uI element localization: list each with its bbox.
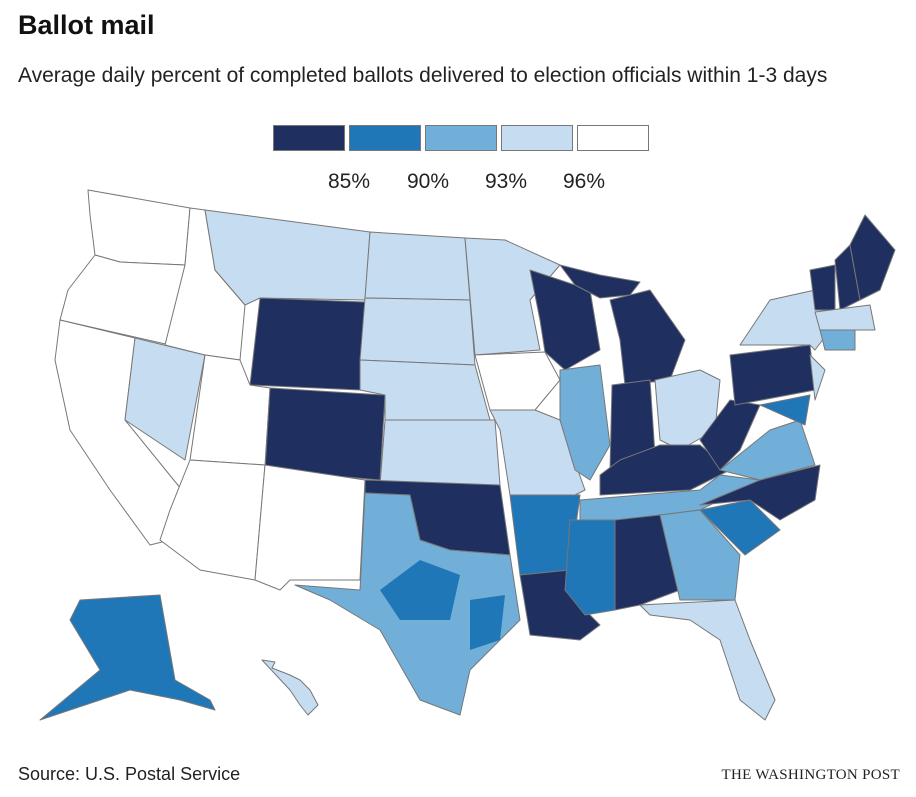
state-ks [379, 419, 501, 486]
legend-swatch-0 [273, 125, 345, 151]
state-ct [819, 329, 856, 351]
state-az [159, 459, 266, 581]
state-nm [254, 464, 366, 591]
state-ak [39, 594, 216, 721]
state-tx-subregion [380, 560, 460, 620]
state-sd [359, 297, 476, 366]
state-ia [474, 351, 561, 411]
state-wa [87, 189, 191, 266]
legend-swatch-4 [577, 125, 649, 151]
state-mi [609, 289, 686, 386]
state-hi [261, 659, 319, 716]
state-nd [364, 231, 471, 301]
state-ms [564, 519, 616, 616]
legend-swatch-1 [349, 125, 421, 151]
state-il [559, 364, 611, 481]
state-ga [659, 509, 741, 601]
state-mo [489, 409, 586, 496]
state-pa [729, 344, 816, 406]
state-ma [814, 304, 876, 331]
state-me [849, 214, 896, 301]
chart-title: Ballot mail [18, 10, 155, 40]
state-vt [809, 264, 836, 311]
legend-label: 85% [327, 170, 371, 193]
state-al [614, 514, 681, 611]
state-va [719, 419, 816, 481]
state-sc [699, 499, 781, 556]
chart-subtitle: Average daily percent of completed ballo… [18, 64, 828, 87]
legend-swatch-2 [425, 125, 497, 151]
state-mi [559, 264, 641, 299]
legend-label: 90% [406, 170, 450, 193]
state-fl [639, 599, 776, 721]
legend-label: 93% [484, 170, 528, 193]
state-co [264, 387, 386, 481]
legend-label: 96% [562, 170, 606, 193]
state-tx-subregion [470, 595, 505, 650]
state-md [759, 394, 811, 426]
state-nj [809, 354, 826, 401]
state-wy [249, 297, 366, 391]
source-note: Source: U.S. Postal Service [18, 764, 241, 784]
legend-swatch-3 [501, 125, 573, 151]
publisher-credit: THE WASHINGTON POST [721, 767, 900, 783]
state-wv [699, 399, 761, 471]
legend [273, 125, 649, 151]
